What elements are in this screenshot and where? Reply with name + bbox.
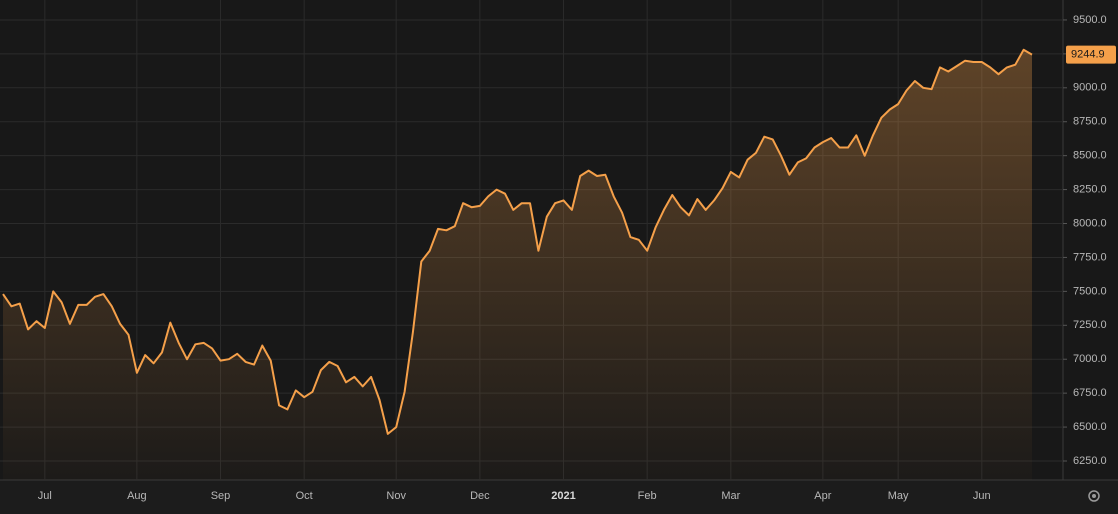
x-tick-label: Aug: [127, 490, 147, 502]
y-tick-label: 9500.0: [1073, 14, 1107, 26]
axes: 6250.0 6500.0 6750.0 7000.0 7250.0 7500.0 7750…: [38, 14, 1116, 502]
y-tick-label: 8750.0: [1073, 116, 1107, 128]
x-tick-label: Apr: [814, 490, 831, 502]
last-price-tag: [1066, 45, 1116, 64]
area-fill: [3, 49, 1032, 481]
x-tick-label: May: [888, 490, 909, 502]
y-tick-label: 7750.0: [1073, 251, 1107, 263]
y-tick-label: 8000.0: [1073, 217, 1107, 229]
x-tick-label: Nov: [386, 490, 406, 502]
y-tick-label: 8250.0: [1073, 183, 1107, 195]
y-tick-label: 7500.0: [1073, 285, 1107, 297]
x-tick-label: Sep: [211, 490, 231, 502]
x-tick-label: Oct: [296, 490, 313, 502]
x-tick-label: Jul: [38, 490, 52, 502]
settings-icon[interactable]: [1088, 490, 1100, 502]
gear: [1088, 490, 1100, 502]
x-tick-label: Jun: [973, 490, 991, 502]
y-tick-label: 6750.0: [1073, 387, 1107, 399]
plot: [2, 48, 1033, 481]
y-tick-label: 7250.0: [1073, 319, 1107, 331]
y-tick-label: 9000.0: [1073, 82, 1107, 94]
price-line: [2, 48, 1033, 435]
y-tick-label: 8500.0: [1073, 150, 1107, 162]
y-tick-label: 6250.0: [1073, 455, 1107, 467]
y-tick-label: 6500.0: [1073, 421, 1107, 433]
x-tick-label: Feb: [638, 490, 657, 502]
x-tick-label: 2021: [551, 490, 575, 502]
gear-center: [1092, 494, 1096, 498]
x-tick-label: Dec: [470, 490, 490, 502]
x-axis-bar: [0, 480, 1118, 514]
last-price-label: 9244.9: [1071, 48, 1105, 60]
x-tick-label: Mar: [721, 490, 740, 502]
y-tick-label: 7000.0: [1073, 353, 1107, 365]
